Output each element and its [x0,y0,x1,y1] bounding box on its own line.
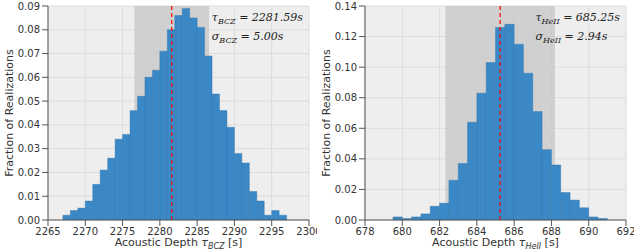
svg-text:0.00: 0.00 [335,215,357,226]
svg-text:686: 686 [505,226,524,237]
svg-text:0.14: 0.14 [335,1,357,12]
svg-text:0.09: 0.09 [18,1,40,12]
svg-text:682: 682 [430,226,449,237]
svg-text:0.05: 0.05 [18,96,40,107]
svg-text:0.02: 0.02 [335,184,357,195]
svg-text:688: 688 [542,226,561,237]
svg-text:684: 684 [467,226,486,237]
html-text:Acoustic Depth τBCZ[s]: Acoustic Depth τBCZ[s] [114,236,243,252]
html-text:Fraction of Realizations: Fraction of Realizations [2,49,16,177]
html-text:σHeII= 2.94s: σHeII= 2.94s [535,30,608,46]
svg-text:0.04: 0.04 [335,153,357,164]
svg-text:2295: 2295 [259,226,284,237]
svg-text:0.08: 0.08 [335,92,357,103]
svg-text:692: 692 [616,226,627,237]
svg-text:2300: 2300 [296,226,317,237]
svg-text:0.08: 0.08 [18,24,40,35]
svg-text:0.03: 0.03 [18,143,40,154]
svg-text:680: 680 [393,226,412,237]
svg-text:0.06: 0.06 [18,72,40,83]
html-text:σBCZ= 5.00s: σBCZ= 5.00s [211,30,284,46]
svg-text:0.10: 0.10 [335,62,357,73]
svg-text:2275: 2275 [110,226,135,237]
svg-text:0.00: 0.00 [18,215,40,226]
html-text:τHeII= 685.25s: τHeII= 685.25s [535,11,620,27]
svg-text:2285: 2285 [184,226,209,237]
svg-text:0.02: 0.02 [18,167,40,178]
svg-text:0.04: 0.04 [18,119,40,130]
svg-text:2290: 2290 [222,226,247,237]
html-text:Acoustic Depth τHeII[s]: Acoustic Depth τHeII[s] [432,236,559,252]
html-text:τBCZ= 2281.59s: τBCZ= 2281.59s [211,11,303,27]
svg-text:2280: 2280 [147,226,172,237]
svg-text:0.01: 0.01 [18,191,40,202]
svg-text:0.07: 0.07 [18,48,40,59]
svg-text:0.06: 0.06 [335,123,357,134]
svg-text:2270: 2270 [73,226,98,237]
svg-text:0.12: 0.12 [335,31,357,42]
svg-text:2265: 2265 [35,226,60,237]
svg-text:678: 678 [355,226,374,237]
svg-text:690: 690 [579,226,598,237]
html-text:Fraction of Realizations: Fraction of Realizations [319,49,333,177]
